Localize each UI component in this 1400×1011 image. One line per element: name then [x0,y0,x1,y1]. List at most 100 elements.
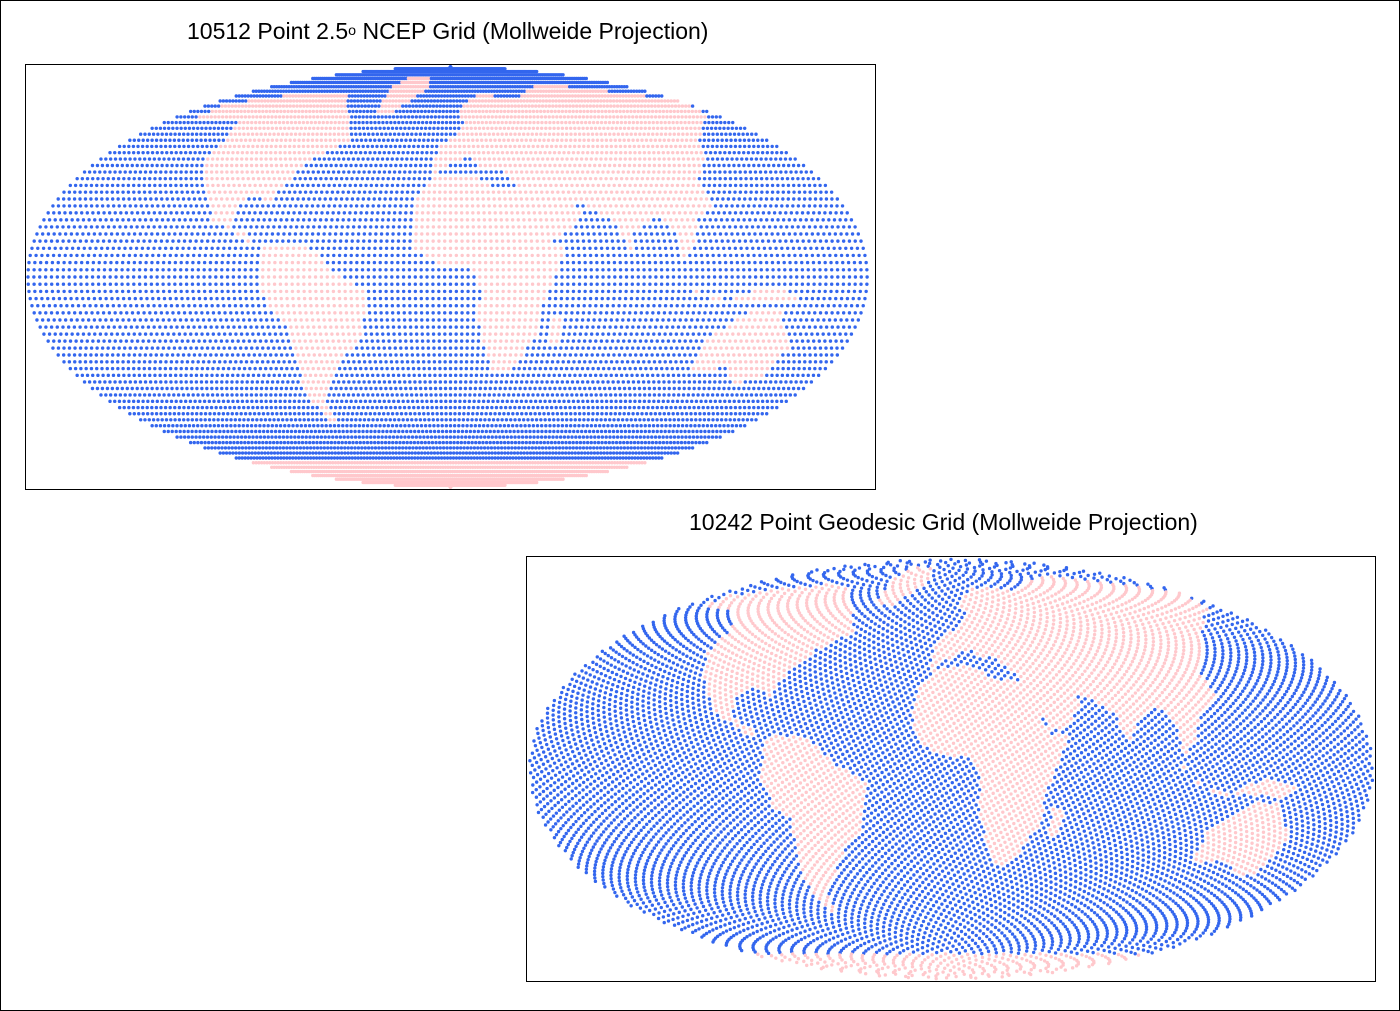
grid-point [765,176,769,181]
grid-point [580,232,585,236]
grid-point [155,232,160,236]
grid-point [706,144,710,149]
grid-point [466,253,470,258]
grid-point [759,157,763,161]
grid-point [547,176,551,181]
grid-point [344,246,348,250]
grid-point [781,163,786,168]
grid-point [340,150,344,155]
grid-point [573,163,577,168]
grid-point [134,204,138,208]
grid-point [448,94,453,98]
grid-point [404,204,409,208]
grid-point [510,109,514,114]
grid-point [705,126,710,131]
grid-point [194,138,199,142]
grid-point [528,115,532,119]
grid-point [385,157,390,161]
grid-point [55,239,60,243]
grid-point [466,138,471,142]
grid-point [533,85,537,89]
grid-point [567,99,571,103]
grid-point [196,126,200,131]
grid-point [67,197,71,201]
grid-point [697,163,701,168]
grid-point [679,109,684,114]
grid-point [286,170,290,174]
grid-point [727,163,731,168]
grid-point [370,144,375,149]
grid-point [744,211,749,215]
grid-point [560,109,565,114]
grid-point [229,126,233,131]
grid-point [283,157,288,161]
grid-point [163,138,168,142]
grid-point [219,211,224,215]
grid-point [539,115,544,119]
grid-point [136,144,140,149]
grid-point [205,218,210,222]
grid-point [99,190,104,194]
grid-point [702,183,706,188]
grid-point [623,253,628,258]
grid-point [655,144,659,149]
grid-point [176,157,181,161]
grid-point [191,260,195,265]
grid-point [543,115,548,119]
grid-point [469,176,473,181]
grid-point [274,104,279,108]
grid-point [465,218,470,222]
grid-point [596,170,600,174]
grid-point [680,150,684,155]
grid-point [286,246,290,250]
grid-point [442,99,446,103]
grid-point [457,132,461,136]
grid-point [213,232,217,236]
grid-point [341,126,345,131]
grid-point [727,190,732,194]
grid-point [573,132,577,136]
grid-point [541,99,545,103]
grid-point [653,104,657,108]
grid-point [476,120,481,125]
grid-point [356,144,361,149]
grid-point [715,197,720,201]
grid-point [328,132,332,136]
grid-point [490,99,494,103]
grid-point [254,120,258,125]
grid-point [640,138,644,142]
grid-point [845,253,850,258]
grid-point [528,183,532,188]
grid-point [343,260,347,265]
grid-point [368,232,372,236]
grid-point [542,109,547,114]
grid-point [371,132,375,136]
grid-point [572,85,577,89]
grid-point [510,211,514,215]
grid-point [557,225,561,229]
grid-point [689,126,693,131]
grid-point [289,85,294,89]
grid-point [683,144,687,149]
grid-point [472,120,477,125]
grid-point [448,126,453,131]
grid-point [163,225,168,229]
grid-point [457,126,461,131]
grid-point [649,104,654,108]
grid-point [786,163,791,168]
grid-point [705,253,710,258]
grid-point [513,163,517,168]
grid-point [691,239,696,243]
grid-point [822,253,826,258]
grid-point [619,115,624,119]
grid-point [717,163,721,168]
grid-point [586,144,591,149]
grid-point [448,132,453,136]
grid-point [209,197,213,201]
grid-point [586,138,591,142]
grid-point [264,144,269,149]
grid-point [465,211,469,215]
grid-point [189,176,193,181]
grid-point [681,246,685,250]
grid-point [478,94,482,98]
